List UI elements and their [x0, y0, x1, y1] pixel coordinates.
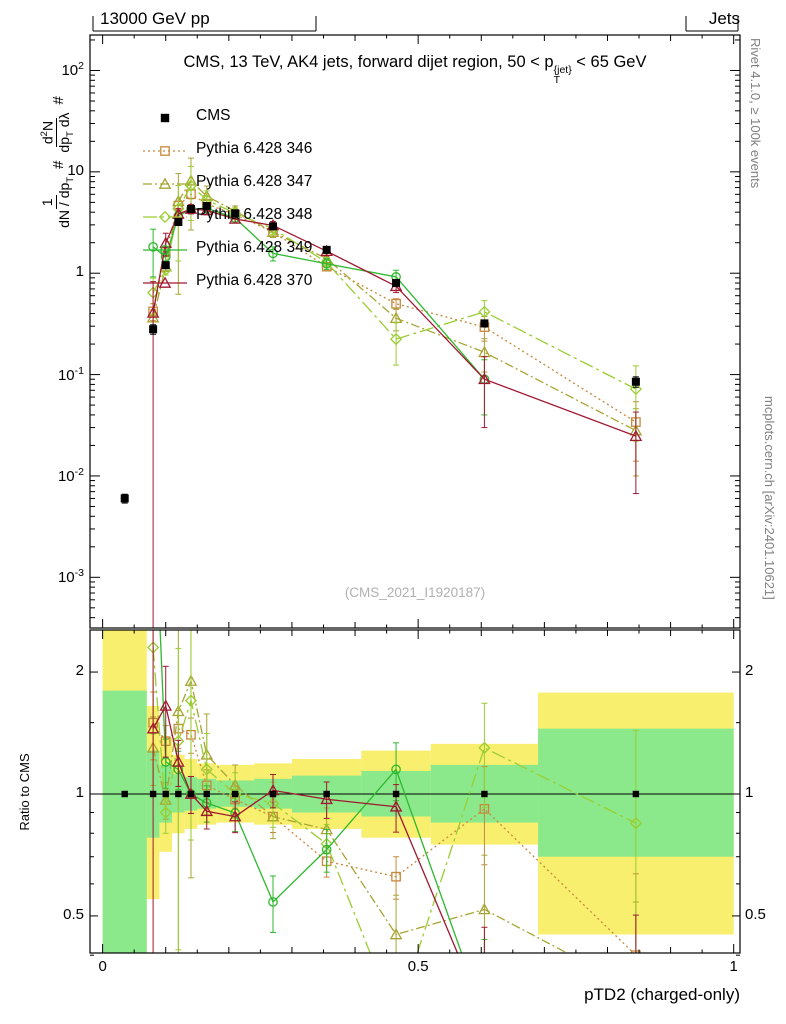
legend-entry [143, 245, 187, 255]
legend [143, 113, 187, 288]
ylabel-frac1-num: 1 [39, 195, 57, 210]
axis-ticks [90, 35, 740, 956]
ylabel-hash-1: # [49, 160, 67, 169]
legend-entry [143, 146, 187, 156]
series-pythia-6.428-349 [148, 203, 490, 416]
series-cms [120, 202, 640, 504]
ylabel-hash-2: # [49, 96, 67, 105]
legend-entry [143, 276, 187, 288]
ylabel-frac1-den-sub: T [64, 176, 76, 183]
ylabel-frac2: d2N dpT dλ [38, 112, 76, 153]
series-pythia-6.428-346 [148, 189, 641, 462]
ratio-uncertainty-bands [102, 630, 734, 953]
series-pythia-6.428-347 [146, 157, 643, 477]
ylabel-frac2-num: d2N [38, 117, 57, 148]
ylabel-frac2-num-exp: 2 [38, 131, 50, 137]
legend-entry [160, 113, 170, 123]
series-pythia-6.428-370 [146, 202, 643, 628]
pt-subscript: T [553, 74, 561, 86]
analysis-id-watermark: (CMS_2021_I1920187) [344, 585, 486, 600]
main-panel-frame [89, 34, 741, 629]
legend-entry [143, 177, 187, 189]
mcplots-arxiv-note: mcplots.cern.ch [arXiv:2401.10621] [762, 396, 777, 600]
plot-title: CMS, 13 TeV, AK4 jets, forward dijet reg… [90, 53, 740, 85]
rivet-version-note: Rivet 4.1.0, ≥ 100k events [748, 38, 763, 189]
ylabel-frac2-den-dp: dp [55, 136, 72, 153]
main-panel-series [120, 157, 643, 628]
main-y-axis-label: 1 dN / dpT # d2N dpT dλ # [36, 12, 80, 312]
ratio-series-cms [121, 790, 640, 798]
legend-entry [143, 210, 187, 224]
ratio-panel-frame [89, 629, 741, 954]
plot-title-text: CMS, 13 TeV, AK4 jets, forward dijet reg… [183, 53, 554, 71]
ylabel-frac2-den: dpT dλ [55, 112, 76, 153]
pt-superscript: {jet} [553, 64, 572, 76]
beam-energy-label: 13000 GeV pp [100, 9, 210, 28]
series-pythia-6.428-348 [146, 165, 642, 442]
ylabel-frac2-den-sub: T [64, 131, 76, 137]
ratio-panel-series [121, 630, 642, 953]
ylabel-frac2-den-dlambda: dλ [55, 112, 72, 132]
header-bracket-marks [92, 16, 739, 32]
ylabel-frac1: 1 dN / dpT [39, 176, 76, 228]
ylabel-frac2-num-n: N [39, 120, 56, 132]
ratio-series-pythia-6.428-349 [159, 630, 488, 953]
x-axis-title: pTD2 (charged-only) [584, 985, 740, 1004]
plot-title-suffix: < 65 GeV [571, 53, 647, 71]
analysis-group-label: Jets [708, 9, 740, 28]
ylabel-frac2-num-d: d [39, 136, 56, 145]
ylabel-frac1-den: dN / dpT [55, 176, 76, 228]
ratio-y-axis-label: Ratio to CMS [17, 753, 32, 831]
ylabel-frac1-den-text: dN / dp [55, 182, 72, 228]
pt-jet-notation: {jet} T [553, 64, 572, 86]
